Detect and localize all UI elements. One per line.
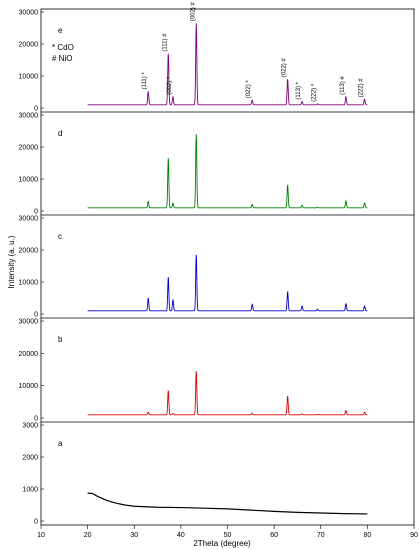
x-tick-label: 60 xyxy=(270,532,278,539)
y-tick-label: 30000 xyxy=(19,319,39,326)
y-tick-label: 0 xyxy=(34,312,38,319)
y-tick-label: 3000 xyxy=(22,423,38,430)
y-tick-label: 20000 xyxy=(19,42,39,49)
x-tick-label: 10 xyxy=(37,532,45,539)
panel-label: e xyxy=(58,26,63,35)
peak-annotation: (022) * xyxy=(246,80,252,99)
y-tick-label: 10000 xyxy=(19,74,39,81)
y-tick-label: 10000 xyxy=(19,280,39,287)
y-tick-label: 10000 xyxy=(19,177,39,184)
peak-annotation: (002) * xyxy=(167,76,173,95)
y-tick-label: 0 xyxy=(34,416,38,423)
y-tick-label: 2000 xyxy=(22,455,38,462)
panel-label: c xyxy=(58,232,62,241)
legend-entry-nio: # NiO xyxy=(52,54,72,63)
panel-b: 0 10000 20000 30000 b xyxy=(19,319,368,423)
legend-entry-cdo: * CdO xyxy=(52,43,74,52)
series-line-b xyxy=(87,371,368,416)
x-tick-label: 80 xyxy=(363,532,371,539)
peak-annotation: (111) * xyxy=(142,72,148,90)
peak-annotation: (002) # xyxy=(190,2,196,22)
x-axis-title: 2Theta (degree) xyxy=(193,539,251,548)
series-line-d xyxy=(87,134,368,209)
panel-label: d xyxy=(58,129,62,138)
y-axis-title: Intensity (a. u.) xyxy=(7,235,16,288)
y-tick-label: 10000 xyxy=(19,383,39,390)
y-tick-label: 30000 xyxy=(19,10,39,17)
y-tick-label: 20000 xyxy=(19,248,39,255)
y-tick-label: 20000 xyxy=(19,351,39,358)
peak-annotation: (222) # xyxy=(359,78,365,98)
y-tick-label: 30000 xyxy=(19,216,39,223)
y-tick-label: 0 xyxy=(34,106,38,113)
panel-c: 0 10000 20000 30000 c xyxy=(19,216,368,319)
peak-annotation: (111) # xyxy=(162,33,168,52)
series-line-a xyxy=(87,492,368,515)
peak-annotation: (222) * xyxy=(312,83,318,102)
y-tick-label: 30000 xyxy=(19,113,39,120)
panel-a: 0 1000 2000 3000 a xyxy=(22,423,368,526)
x-tick-label: 20 xyxy=(84,532,92,539)
x-tick-label: 30 xyxy=(130,532,138,539)
series-line-e xyxy=(87,23,368,106)
x-tick-label: 40 xyxy=(177,532,185,539)
peak-annotation: (113) * xyxy=(296,81,302,99)
y-tick-label: 0 xyxy=(34,519,38,526)
panel-e: 0 10000 20000 30000 e (111) * (111) # (002) * (0… xyxy=(19,2,368,113)
peak-annotation: (022) # xyxy=(282,58,288,78)
y-tick-label: 0 xyxy=(34,209,38,216)
peak-annotation: (113) # xyxy=(340,76,346,95)
y-tick-label: 1000 xyxy=(22,487,38,494)
panel-d: 0 10000 20000 30000 d xyxy=(19,113,368,216)
x-tick-label: 70 xyxy=(317,532,325,539)
x-axis: 10 20 30 40 50 60 70 80 90 xyxy=(37,525,418,539)
panel-label: b xyxy=(58,335,63,344)
y-tick-label: 20000 xyxy=(19,145,39,152)
series-line-c xyxy=(87,254,368,312)
legend: * CdO # NiO xyxy=(52,43,74,63)
x-tick-label: 50 xyxy=(224,532,232,539)
x-tick-label: 90 xyxy=(410,532,418,539)
panel-label: a xyxy=(58,439,63,448)
